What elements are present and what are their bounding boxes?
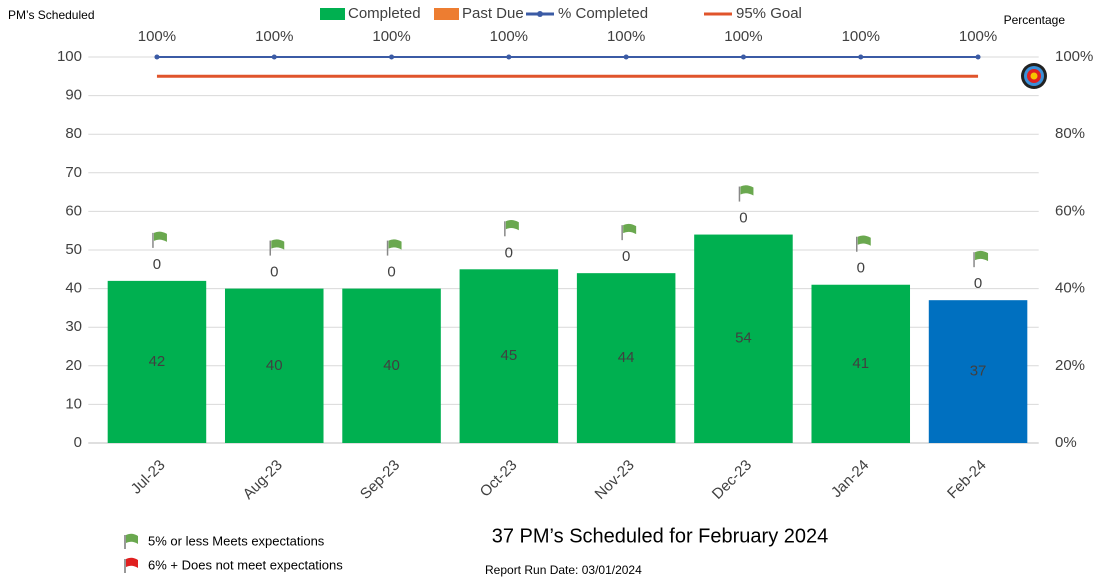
y-tick-label: 10 bbox=[65, 395, 82, 412]
y-tick-label: 100 bbox=[57, 48, 82, 65]
legend-marker bbox=[537, 11, 543, 17]
flag bbox=[153, 231, 167, 242]
flag-icon bbox=[973, 250, 989, 268]
data-label: 100% bbox=[607, 28, 645, 45]
flag-icon bbox=[386, 239, 402, 256]
data-label: 100% bbox=[842, 28, 880, 45]
bar bbox=[576, 273, 676, 443]
data-label: 54 bbox=[735, 330, 752, 347]
y-tick-label: 20 bbox=[65, 357, 82, 374]
data-label: 100% bbox=[372, 28, 410, 45]
data-label: 42 bbox=[149, 353, 166, 370]
y-tick-label: 0 bbox=[74, 434, 82, 451]
data-label: 100% bbox=[255, 28, 293, 45]
legend-swatch bbox=[434, 8, 459, 20]
x-tick-label: Jul-23 bbox=[128, 457, 169, 498]
y-tick-label: 50 bbox=[65, 241, 82, 258]
data-label: 100% bbox=[138, 28, 176, 45]
x-tick-label: Sep-23 bbox=[357, 457, 403, 503]
data-label: 0 bbox=[505, 244, 513, 261]
data-label: 44 bbox=[618, 349, 635, 366]
line-marker bbox=[154, 54, 160, 60]
legend-label: 95% Goal bbox=[736, 5, 802, 22]
data-label: 100% bbox=[959, 28, 997, 45]
y2-tick-label: 60% bbox=[1055, 202, 1085, 219]
line-marker bbox=[389, 54, 395, 60]
y-tick-label: 90 bbox=[65, 87, 82, 104]
legend-flag-red bbox=[124, 557, 138, 573]
y2-tick-label: 100% bbox=[1055, 48, 1093, 65]
y-tick-label: 60 bbox=[65, 202, 82, 219]
y2-axis-label: Percentage bbox=[1004, 13, 1066, 27]
flag bbox=[740, 185, 754, 196]
bar bbox=[224, 288, 324, 443]
legend-flag-green bbox=[124, 533, 138, 549]
data-label: 0 bbox=[153, 256, 161, 273]
flag-icon bbox=[738, 185, 754, 202]
data-label: 0 bbox=[974, 275, 982, 292]
line-marker bbox=[271, 54, 277, 60]
y2-tick-label: 80% bbox=[1055, 125, 1085, 142]
line-marker bbox=[740, 54, 746, 60]
data-label: 0 bbox=[739, 210, 747, 227]
line-marker bbox=[623, 54, 629, 60]
flag-icon bbox=[856, 235, 871, 252]
x-tick-label: Aug-23 bbox=[240, 457, 286, 503]
flag-icon bbox=[269, 239, 285, 256]
bar bbox=[928, 300, 1028, 443]
annotation: 6% + Does not meet expectations bbox=[148, 557, 343, 572]
legend-label: Completed bbox=[348, 5, 421, 22]
data-label: 40 bbox=[266, 357, 283, 374]
data-label: 100% bbox=[490, 28, 528, 45]
flag bbox=[975, 250, 989, 262]
bar bbox=[107, 280, 207, 443]
y-tick-label: 30 bbox=[65, 318, 82, 335]
bar bbox=[459, 269, 559, 443]
subtitle: 37 PM’s Scheduled for February 2024 bbox=[492, 525, 829, 547]
x-tick-label: Jan-24 bbox=[828, 457, 872, 501]
flag-icon bbox=[621, 223, 637, 241]
data-label: 37 bbox=[970, 363, 987, 380]
y2-tick-label: 0% bbox=[1055, 434, 1077, 451]
y-tick-label: 70 bbox=[65, 164, 82, 181]
y-tick-label: 80 bbox=[65, 125, 82, 142]
flag bbox=[857, 235, 871, 246]
x-tick-label: Oct-23 bbox=[477, 457, 521, 501]
line-marker bbox=[975, 54, 981, 60]
legend-label: % Completed bbox=[558, 5, 648, 22]
data-label: 0 bbox=[857, 260, 865, 277]
x-tick-label: Nov-23 bbox=[592, 457, 638, 503]
legend-swatch bbox=[320, 8, 345, 20]
flag bbox=[388, 239, 402, 250]
data-label: 41 bbox=[852, 355, 869, 372]
target-icon bbox=[1021, 63, 1047, 89]
annotation: 5% or less Meets expectations bbox=[148, 533, 325, 548]
flag bbox=[623, 223, 637, 235]
data-label: 45 bbox=[501, 347, 518, 364]
flag-icon bbox=[504, 220, 519, 237]
bar bbox=[342, 288, 441, 443]
data-label: 100% bbox=[724, 28, 762, 45]
y2-tick-label: 40% bbox=[1055, 280, 1085, 297]
data-label: 0 bbox=[387, 264, 395, 281]
legend-label: Past Due bbox=[462, 5, 524, 22]
flag bbox=[505, 220, 519, 231]
x-tick-label: Dec-23 bbox=[709, 457, 755, 503]
y-tick-label: 40 bbox=[65, 280, 82, 297]
data-label: 0 bbox=[270, 264, 278, 281]
line-marker bbox=[506, 54, 512, 60]
x-tick-label: Feb-24 bbox=[944, 457, 990, 503]
data-label: 40 bbox=[383, 357, 400, 374]
data-label: 0 bbox=[622, 248, 630, 265]
run-date: Report Run Date: 03/01/2024 bbox=[485, 563, 642, 577]
y2-tick-label: 20% bbox=[1055, 357, 1085, 374]
flag bbox=[271, 239, 285, 250]
line-marker bbox=[858, 54, 864, 60]
bar bbox=[811, 284, 911, 443]
bar bbox=[694, 234, 793, 443]
y-axis-label: PM’s Scheduled bbox=[8, 8, 95, 22]
flag-icon bbox=[152, 231, 167, 248]
